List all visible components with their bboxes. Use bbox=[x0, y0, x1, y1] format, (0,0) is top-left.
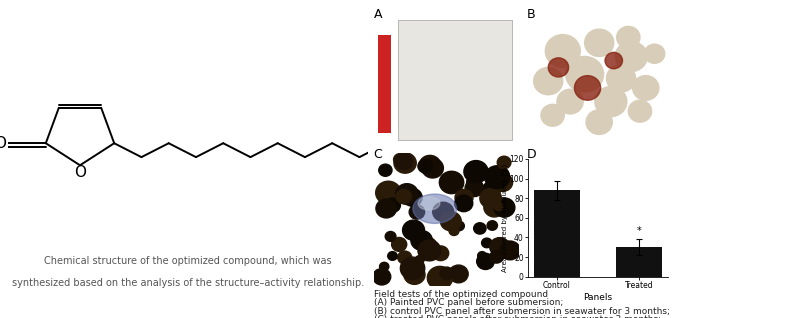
Circle shape bbox=[498, 241, 516, 257]
Text: D: D bbox=[526, 148, 536, 161]
Text: O: O bbox=[0, 136, 6, 151]
Y-axis label: Area covered by biofoulers (%): Area covered by biofoulers (%) bbox=[502, 164, 508, 272]
Circle shape bbox=[585, 29, 614, 57]
Circle shape bbox=[404, 265, 425, 284]
X-axis label: Panels: Panels bbox=[583, 293, 613, 301]
Circle shape bbox=[396, 189, 411, 204]
Circle shape bbox=[605, 52, 622, 69]
Circle shape bbox=[388, 252, 398, 260]
Circle shape bbox=[433, 202, 454, 221]
Circle shape bbox=[418, 160, 432, 173]
Circle shape bbox=[419, 156, 441, 175]
Circle shape bbox=[394, 154, 407, 166]
Circle shape bbox=[373, 268, 390, 285]
Text: Field tests of the optimized compound: Field tests of the optimized compound bbox=[374, 290, 548, 299]
Circle shape bbox=[433, 246, 449, 261]
Circle shape bbox=[487, 221, 498, 230]
Circle shape bbox=[394, 153, 416, 173]
Circle shape bbox=[495, 168, 509, 180]
Circle shape bbox=[379, 262, 389, 271]
Circle shape bbox=[454, 221, 464, 231]
Circle shape bbox=[418, 238, 437, 254]
Circle shape bbox=[546, 35, 580, 67]
Circle shape bbox=[628, 100, 652, 122]
Circle shape bbox=[633, 76, 659, 100]
Circle shape bbox=[557, 89, 583, 114]
Circle shape bbox=[455, 190, 473, 206]
Circle shape bbox=[494, 203, 503, 211]
Circle shape bbox=[385, 198, 401, 212]
Bar bbox=[534, 190, 579, 277]
Circle shape bbox=[482, 181, 501, 198]
Text: A: A bbox=[374, 8, 382, 21]
Circle shape bbox=[494, 198, 515, 217]
Circle shape bbox=[415, 256, 424, 264]
Circle shape bbox=[441, 212, 462, 231]
Circle shape bbox=[480, 188, 502, 208]
Circle shape bbox=[400, 257, 425, 280]
Text: C: C bbox=[374, 148, 382, 161]
Circle shape bbox=[449, 265, 468, 283]
Circle shape bbox=[398, 251, 412, 264]
Circle shape bbox=[617, 26, 640, 48]
Circle shape bbox=[396, 184, 418, 204]
Circle shape bbox=[500, 241, 520, 260]
Ellipse shape bbox=[413, 194, 457, 224]
Circle shape bbox=[378, 164, 392, 176]
Circle shape bbox=[586, 110, 612, 135]
Circle shape bbox=[574, 76, 601, 100]
Circle shape bbox=[386, 232, 396, 241]
Text: synthesized based on the analysis of the structure–activity relationship.: synthesized based on the analysis of the… bbox=[12, 278, 364, 288]
Circle shape bbox=[439, 171, 464, 194]
Text: *: * bbox=[637, 226, 642, 237]
Circle shape bbox=[466, 176, 482, 189]
Circle shape bbox=[376, 199, 397, 218]
Circle shape bbox=[606, 65, 636, 92]
Circle shape bbox=[454, 195, 473, 212]
Circle shape bbox=[566, 57, 603, 92]
Text: O: O bbox=[74, 165, 86, 180]
Circle shape bbox=[411, 231, 432, 250]
Circle shape bbox=[402, 189, 422, 206]
Text: (B) control PVC panel after submersion in seawater for 3 months;: (B) control PVC panel after submersion i… bbox=[374, 307, 670, 315]
Bar bbox=[398, 20, 512, 140]
Circle shape bbox=[485, 166, 510, 189]
Circle shape bbox=[464, 161, 488, 183]
Circle shape bbox=[595, 86, 627, 117]
Circle shape bbox=[482, 238, 492, 248]
Ellipse shape bbox=[418, 197, 440, 210]
Circle shape bbox=[477, 253, 494, 269]
Circle shape bbox=[541, 104, 564, 126]
Circle shape bbox=[402, 220, 425, 240]
Circle shape bbox=[449, 226, 459, 236]
Circle shape bbox=[474, 223, 486, 234]
Circle shape bbox=[478, 252, 486, 260]
Circle shape bbox=[391, 238, 406, 251]
Circle shape bbox=[644, 44, 665, 63]
Circle shape bbox=[422, 158, 443, 178]
Bar bbox=[617, 247, 662, 277]
Circle shape bbox=[490, 238, 510, 256]
Circle shape bbox=[484, 172, 493, 180]
Circle shape bbox=[376, 181, 401, 204]
Circle shape bbox=[534, 67, 563, 95]
Circle shape bbox=[409, 205, 425, 219]
Circle shape bbox=[395, 153, 413, 169]
Circle shape bbox=[548, 58, 569, 77]
Text: B: B bbox=[526, 8, 535, 21]
Circle shape bbox=[490, 251, 503, 263]
Circle shape bbox=[465, 180, 484, 197]
Circle shape bbox=[418, 240, 441, 261]
Circle shape bbox=[498, 156, 511, 169]
Bar bbox=[378, 35, 391, 133]
Circle shape bbox=[427, 266, 453, 289]
Text: Chemical structure of the optimized compound, which was: Chemical structure of the optimized comp… bbox=[44, 256, 332, 266]
Circle shape bbox=[484, 197, 505, 217]
Text: (C) treated PVC panels after submersion in seawater 3 months;: (C) treated PVC panels after submersion … bbox=[374, 315, 661, 318]
Text: (A) Painted PVC panel before submersion;: (A) Painted PVC panel before submersion; bbox=[374, 298, 563, 307]
Circle shape bbox=[440, 267, 454, 280]
Circle shape bbox=[615, 41, 647, 72]
Circle shape bbox=[493, 173, 513, 191]
